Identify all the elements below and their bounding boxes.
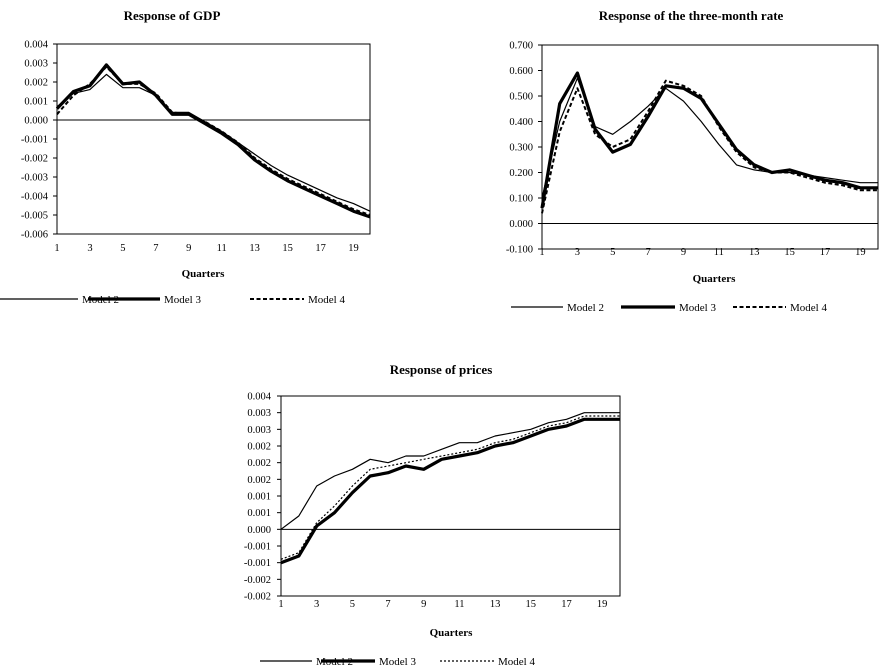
chart-gdp-response: Response of GDP Quarters 0.004 0.003 0.002… [0,8,371,306]
legend-label-model-3: Model 3 [164,294,201,306]
y-tick-label: -0.002 [244,575,271,586]
legend-label-model-4: Model 4 [790,302,827,314]
y-tick-label: 0.300 [509,143,533,154]
y-tick-label: 0.700 [509,41,533,52]
x-tick-label: 11 [217,243,227,254]
series-line-model-3 [55,63,371,219]
series-line-model-3 [540,71,878,209]
series-line-model-2 [541,77,878,199]
y-tick-label: 0.003 [247,408,271,419]
y-tick-label: 0.002 [247,475,271,486]
chart-prices-response: Response of prices Quarters 0.0040.0030.… [244,362,621,667]
y-tick-label: -0.002 [244,592,271,603]
x-tick-label: 13 [249,243,260,254]
x-tick-label: 19 [348,243,359,254]
x-tick-label: 11 [454,599,464,610]
legend: Model 2 Model 3 Model 4 [511,302,827,314]
legend-label-model-4: Model 4 [498,656,535,667]
x-tick-label: 1 [539,247,544,258]
x-tick-label: 13 [749,247,760,258]
x-tick-label: 5 [120,243,125,254]
x-tick-label: 9 [421,599,426,610]
y-tick-label: 0.004 [24,40,48,51]
y-tick-label: 0.000 [247,525,271,536]
y-tick-label: 0.003 [24,59,48,70]
y-tick-label: 0.100 [509,194,533,205]
y-tick-label: 0.001 [24,97,48,108]
y-tick-label: 0.002 [247,442,271,453]
x-tick-label: 17 [820,247,831,258]
y-tick-label: 0.001 [247,508,271,519]
x-tick-label: 15 [784,247,795,258]
x-tick-label: 19 [597,599,608,610]
y-tick-label: 0.004 [247,392,271,403]
y-tick-label: 0.000 [509,219,533,230]
y-tick-label: -0.001 [21,135,48,146]
x-tick-label: 5 [350,599,355,610]
y-tick-label: -0.002 [21,154,48,165]
series-line-model-4 [56,65,371,216]
x-axis-label: Quarters [430,627,473,639]
y-tick-label: -0.005 [21,211,48,222]
legend-label-model-2: Model 2 [567,302,604,314]
series-line-model-3 [280,417,620,565]
y-tick-label: 0.002 [247,458,271,469]
x-axis-label: Quarters [693,273,736,285]
legend-label-model-3: Model 3 [679,302,716,314]
x-tick-label: 3 [314,599,319,610]
y-tick-label: -0.003 [21,173,48,184]
y-tick-label: 0.400 [509,117,533,128]
chart-title: Response of GDP [124,8,221,23]
y-tick-label: -0.001 [244,542,271,553]
y-tick-label: -0.006 [21,230,48,241]
plot-area: 0.004 0.003 0.002 0.001 0.000 -0.001 -0.002 -0.… [21,40,371,254]
y-tick-label: 0.002 [24,78,48,89]
x-tick-label: 19 [855,247,866,258]
plot-area: 0.004 0.003 0.003 0.002 0.002 0.002 0.001 0.001… [244,392,621,610]
x-tick-label: 1 [54,243,59,254]
x-tick-label: 3 [575,247,580,258]
x-tick-label: 7 [153,243,158,254]
x-tick-label: 17 [561,599,572,610]
y-tick-label: 0.600 [509,66,533,77]
chart-title: Response of the three-month rate [599,8,784,23]
series-line-model-4 [541,79,878,214]
y-tick-label: 0.001 [247,492,271,503]
x-tick-label: 3 [87,243,92,254]
x-tick-label: 9 [681,247,686,258]
y-tick-label: 0.003 [247,425,271,436]
x-tick-label: 15 [526,599,537,610]
x-tick-label: 7 [645,247,650,258]
plot-frame [56,43,371,235]
x-tick-label: 13 [490,599,501,610]
x-tick-label: 5 [610,247,615,258]
series-line-model-2 [280,412,620,530]
plot-area: 0.700 0.600 0.500 0.400 0.300 0.200 0.100 0.000… [506,41,879,258]
legend-label-model-3: Model 3 [379,656,416,667]
x-axis-label: Quarters [182,268,225,280]
y-tick-label: -0.100 [506,245,533,256]
x-tick-label: 11 [714,247,724,258]
y-tick-label: 0.200 [509,168,533,179]
x-tick-label: 17 [315,243,326,254]
series-line-model-2 [56,73,371,212]
y-tick-label: -0.004 [21,192,49,203]
x-tick-label: 15 [282,243,293,254]
plot-frame [541,44,879,250]
y-tick-label: 0.500 [509,92,533,103]
x-tick-label: 7 [385,599,390,610]
y-tick-label: 0.000 [24,116,48,127]
legend-label-model-4: Model 4 [308,294,345,306]
chart-rate-response: Response of the three-month rate Quarter… [506,8,879,314]
y-tick-label: -0.001 [244,558,271,569]
x-tick-label: 1 [278,599,283,610]
series-line-model-4 [280,415,620,560]
x-tick-label: 9 [186,243,191,254]
chart-title: Response of prices [390,362,493,377]
